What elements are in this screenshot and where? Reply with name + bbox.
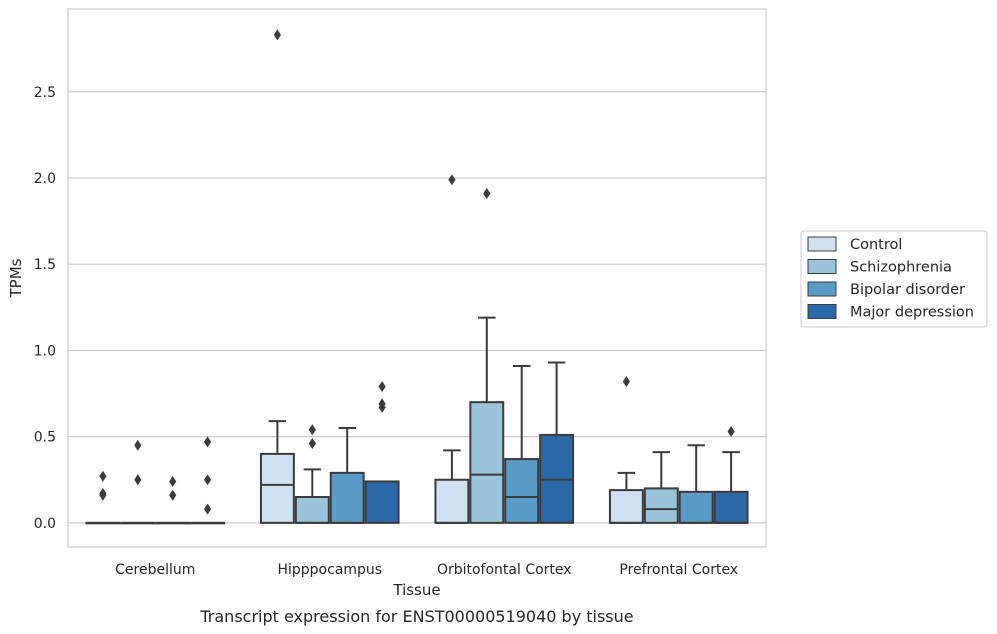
outlier-point: [378, 381, 386, 393]
x-tick-label: Hipppocampus: [277, 562, 382, 578]
outlier-point: [308, 424, 316, 436]
outlier-point: [483, 188, 491, 200]
outlier-point: [99, 489, 107, 501]
legend-swatch: [807, 304, 837, 319]
box-control: [608, 375, 644, 524]
box-bipolar-disorder: [678, 444, 714, 524]
box-iqr: [294, 495, 330, 524]
y-tick-labels: 0.0 0.5 1.0 1.5 2.0 2.5: [34, 85, 56, 532]
box-iqr: [364, 480, 400, 524]
y-tick-label: 2.5: [34, 85, 56, 101]
box-major-depression: [539, 361, 575, 524]
legend-swatch: [807, 259, 837, 274]
box-control: [259, 29, 295, 524]
legend-frame: [800, 230, 988, 328]
box-schizophrenia: [469, 188, 505, 524]
x-axis-label: Tissue: [392, 581, 440, 599]
outlier-point: [727, 425, 735, 437]
box-plot-area: [85, 29, 749, 525]
outlier-point: [169, 475, 177, 487]
y-tick-label: 0.0: [34, 516, 56, 532]
box-iqr: [504, 458, 540, 524]
legend-label: Control: [850, 237, 902, 253]
outlier-point: [204, 503, 212, 515]
outlier-point: [448, 174, 456, 186]
box-schizophrenia: [120, 439, 156, 525]
box-major-depression: [713, 425, 749, 524]
outlier-point: [169, 489, 177, 501]
x-tick-label: Cerebellum: [115, 562, 195, 578]
outlier-point: [378, 401, 386, 413]
y-axis-label: TPMs: [7, 258, 25, 298]
x-tick-label: Orbitofontal Cortex: [437, 562, 572, 578]
y-tick-label: 2.0: [34, 171, 56, 187]
outlier-point: [622, 375, 630, 387]
box-major-depression: [190, 436, 226, 525]
x-tick-label: Prefrontal Cortex: [619, 562, 738, 578]
box-iqr: [259, 452, 295, 524]
legend-label: Bipolar disorder: [850, 282, 965, 298]
legend-swatch: [807, 236, 837, 252]
box-iqr: [678, 490, 714, 524]
legend-swatch: [807, 281, 837, 297]
box-schizophrenia: [643, 451, 679, 524]
outlier-point: [134, 474, 142, 486]
box-schizophrenia: [294, 424, 330, 524]
box-iqr: [713, 490, 749, 524]
y-tick-label: 0.5: [34, 430, 56, 446]
box-iqr: [329, 471, 365, 524]
legend: Control Schizophrenia Bipolar disorder Majo…: [800, 230, 988, 328]
box-control: [434, 174, 470, 524]
box-iqr: [608, 489, 644, 524]
box-iqr: [469, 401, 505, 524]
outlier-point: [273, 29, 281, 41]
outlier-point: [134, 439, 142, 451]
outlier-point: [99, 470, 107, 482]
figure-caption: Transcript expression for ENST0000051904…: [199, 607, 633, 626]
plot-frame: [67, 8, 767, 548]
y-tick-label: 1.0: [34, 343, 56, 359]
x-tick-labels: Cerebellum Hipppocampus Orbitofontal Corte…: [115, 562, 738, 578]
y-tick-label: 1.5: [34, 257, 56, 273]
outlier-point: [204, 474, 212, 486]
box-iqr: [434, 478, 470, 524]
box-bipolar-disorder: [155, 475, 191, 525]
legend-label: Schizophrenia: [850, 260, 952, 276]
box-bipolar-disorder: [504, 364, 540, 524]
box-control: [85, 470, 121, 525]
box-major-depression: [364, 381, 400, 524]
box-iqr: [643, 487, 679, 524]
legend-label: Major depression: [850, 305, 974, 321]
outlier-point: [204, 436, 212, 448]
outlier-point: [308, 438, 316, 450]
box-bipolar-disorder: [329, 427, 365, 524]
